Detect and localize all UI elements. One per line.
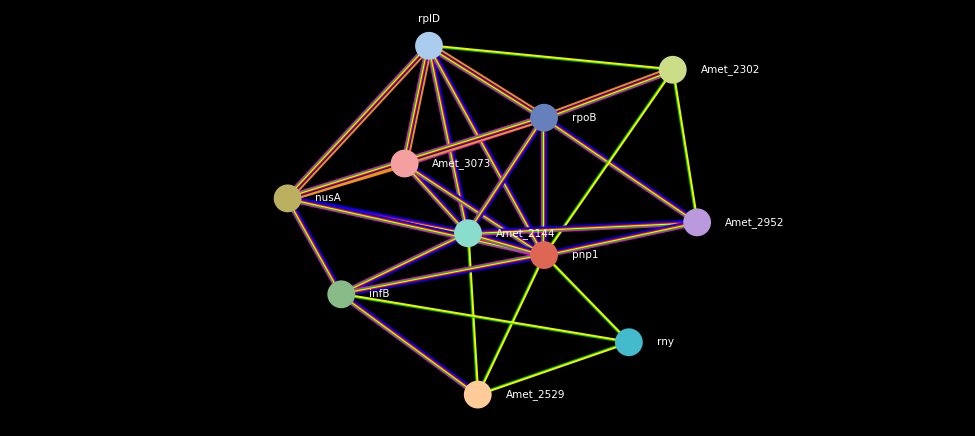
Ellipse shape <box>616 329 642 355</box>
Text: nusA: nusA <box>315 194 341 203</box>
Ellipse shape <box>465 382 490 408</box>
Ellipse shape <box>455 220 481 246</box>
Ellipse shape <box>531 242 557 268</box>
Text: rpoB: rpoB <box>571 113 597 123</box>
Text: Amet_2529: Amet_2529 <box>505 389 565 400</box>
Text: rny: rny <box>656 337 674 347</box>
Text: Amet_2144: Amet_2144 <box>495 228 555 239</box>
Text: Amet_2302: Amet_2302 <box>700 64 760 75</box>
Text: infB: infB <box>369 290 389 299</box>
Text: Amet_2952: Amet_2952 <box>724 217 784 228</box>
Ellipse shape <box>275 185 300 211</box>
Text: rplD: rplD <box>418 14 440 24</box>
Ellipse shape <box>392 150 417 177</box>
Text: pnp1: pnp1 <box>571 250 599 260</box>
Ellipse shape <box>416 33 442 59</box>
Text: Amet_3073: Amet_3073 <box>432 158 491 169</box>
Ellipse shape <box>660 57 685 83</box>
Ellipse shape <box>329 281 354 307</box>
Ellipse shape <box>531 105 557 131</box>
Ellipse shape <box>684 209 710 235</box>
